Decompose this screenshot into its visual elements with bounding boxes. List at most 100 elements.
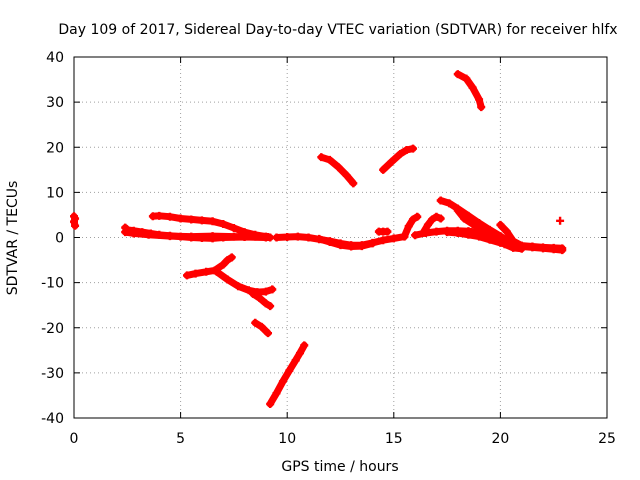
data-point xyxy=(432,212,441,221)
data-point xyxy=(453,206,462,215)
data-point xyxy=(436,196,445,205)
data-point xyxy=(342,171,351,180)
data-point xyxy=(261,287,270,296)
data-point xyxy=(477,224,486,233)
x-axis-title: GPS time / hours xyxy=(281,459,398,475)
data-point xyxy=(212,267,221,276)
x-tick-label: 15 xyxy=(385,431,403,447)
data-point xyxy=(387,157,396,166)
data-point xyxy=(408,144,417,153)
data-point xyxy=(468,219,477,228)
data-point xyxy=(144,230,153,239)
data-point xyxy=(176,214,185,223)
data-point xyxy=(556,216,565,225)
data-point xyxy=(357,242,366,251)
data-series xyxy=(496,220,567,253)
data-point xyxy=(272,389,281,398)
data-point xyxy=(208,232,217,241)
data-point xyxy=(295,349,304,358)
x-tick-label: 5 xyxy=(176,431,185,447)
data-point xyxy=(528,242,537,251)
data-point xyxy=(402,145,411,154)
x-tick-label: 25 xyxy=(598,431,616,447)
data-series xyxy=(453,70,486,112)
data-point xyxy=(182,271,191,280)
plot-frame xyxy=(73,56,608,419)
data-point xyxy=(396,150,405,159)
data-point xyxy=(468,83,477,92)
data-point xyxy=(229,224,238,233)
y-tick-label: -20 xyxy=(41,321,64,337)
data-point xyxy=(443,228,452,237)
data-point xyxy=(500,240,509,249)
data-point xyxy=(315,234,324,243)
data-series xyxy=(374,227,392,236)
y-axis-title: SDTVAR / TECUs xyxy=(5,181,21,296)
data-point xyxy=(165,232,174,241)
data-point xyxy=(121,228,130,237)
data-point xyxy=(208,217,217,226)
y-tick-label: 0 xyxy=(55,231,64,247)
data-point xyxy=(368,239,377,248)
data-point xyxy=(257,322,266,331)
data-point xyxy=(432,227,441,236)
data-series xyxy=(266,341,309,409)
data-point xyxy=(411,231,420,240)
data-series xyxy=(315,234,377,251)
data-point xyxy=(445,199,454,208)
data-point xyxy=(464,230,473,239)
data-point xyxy=(475,232,484,241)
data-point xyxy=(272,233,281,242)
data-point xyxy=(502,227,511,236)
data-point xyxy=(334,163,343,172)
data-point xyxy=(517,241,526,250)
data-point xyxy=(383,227,392,236)
x-tick-label: 0 xyxy=(70,431,79,447)
data-point xyxy=(251,230,260,239)
data-point xyxy=(460,214,469,223)
data-point xyxy=(509,237,518,246)
data-series xyxy=(379,144,417,174)
data-point xyxy=(129,229,138,238)
data-point xyxy=(266,302,275,311)
data-point xyxy=(336,241,345,250)
data-point xyxy=(240,228,249,237)
data-point xyxy=(155,211,164,220)
data-trace xyxy=(249,290,274,310)
data-point xyxy=(264,329,273,338)
data-point xyxy=(379,165,388,174)
data-point xyxy=(349,179,358,188)
data-point xyxy=(389,234,398,243)
data-point xyxy=(325,155,334,164)
data-point xyxy=(423,220,432,229)
data-point xyxy=(509,243,518,252)
data-marks xyxy=(70,70,567,409)
y-tick-label: -10 xyxy=(41,276,64,292)
data-point xyxy=(266,400,275,409)
data-point xyxy=(293,232,302,241)
data-trace xyxy=(401,213,421,240)
y-tick-label: 20 xyxy=(46,140,64,156)
data-point xyxy=(285,366,294,375)
data-point xyxy=(404,222,413,231)
data-series xyxy=(556,216,565,225)
x-tick-label: 20 xyxy=(491,431,509,447)
data-point xyxy=(234,282,243,291)
data-point xyxy=(475,95,484,104)
data-point xyxy=(400,232,409,241)
data-series xyxy=(419,212,445,237)
data-trace xyxy=(213,268,276,296)
data-point xyxy=(268,285,277,294)
data-point xyxy=(71,221,80,230)
data-point xyxy=(325,238,334,247)
x-tick-labels: 0 5 10 15 20 25 xyxy=(70,431,616,447)
data-point xyxy=(539,243,548,252)
data-point xyxy=(283,233,292,242)
data-point xyxy=(251,318,260,327)
data-point xyxy=(300,341,309,350)
data-point xyxy=(421,228,430,237)
data-point xyxy=(317,153,326,162)
data-series xyxy=(251,318,273,338)
data-point xyxy=(187,215,196,224)
